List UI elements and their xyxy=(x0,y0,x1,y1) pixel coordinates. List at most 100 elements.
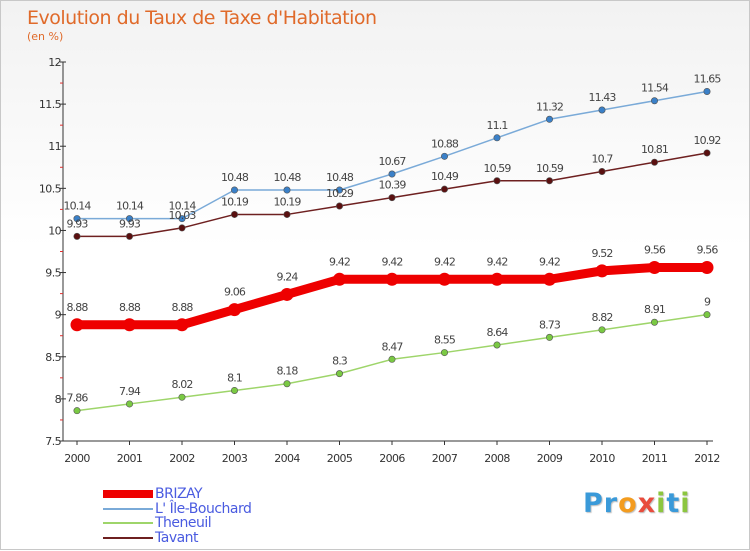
series-point-0 xyxy=(385,272,399,286)
series-point-0 xyxy=(648,261,661,275)
data-label-0: 9.24 xyxy=(277,270,299,283)
x-tick-label: 2007 xyxy=(432,452,458,465)
data-label-1: 11.54 xyxy=(641,82,669,95)
data-label-3: 10.59 xyxy=(484,162,512,175)
data-label-2: 8.82 xyxy=(592,311,613,324)
x-tick-label: 2010 xyxy=(589,452,615,465)
x-tick-label: 2011 xyxy=(642,452,668,465)
legend-label-3: Tavant xyxy=(155,529,199,546)
data-label-1: 11.1 xyxy=(487,119,508,132)
series-point-0 xyxy=(123,318,136,332)
series-point-2 xyxy=(650,318,658,326)
legend-label-2: Theneuil xyxy=(155,515,212,531)
data-label-3: 10.19 xyxy=(274,195,302,208)
x-tick-label: 2001 xyxy=(117,452,143,465)
data-label-0: 9.42 xyxy=(434,255,455,268)
series-point-1 xyxy=(598,106,606,114)
data-label-3: 10.39 xyxy=(379,179,407,192)
data-label-1: 10.48 xyxy=(274,171,302,184)
data-label-1: 10.14 xyxy=(169,200,197,213)
data-label-3: 10.19 xyxy=(221,195,249,208)
data-label-1: 11.32 xyxy=(536,100,563,113)
series-point-2 xyxy=(703,311,711,319)
series-point-3 xyxy=(178,224,186,232)
data-label-3: 10.49 xyxy=(431,170,459,183)
series-point-1 xyxy=(388,170,396,178)
y-tick-label: 9.5 xyxy=(45,267,61,280)
data-label-2: 8.47 xyxy=(382,340,404,353)
data-label-0: 9.42 xyxy=(382,255,403,268)
data-label-3: 9.93 xyxy=(119,217,141,230)
legend-swatch-2 xyxy=(103,522,153,524)
series-point-1 xyxy=(178,215,186,223)
x-tick-label: 2009 xyxy=(537,452,563,465)
series-point-0 xyxy=(543,272,556,286)
y-tick-label: 8.5 xyxy=(45,351,61,364)
data-label-0: 9.56 xyxy=(644,244,666,257)
series-point-2 xyxy=(388,355,396,363)
chart-unit-label: (en %) xyxy=(27,30,64,43)
series-point-1 xyxy=(73,215,81,223)
legend-swatch-0 xyxy=(103,490,153,498)
data-label-2: 9 xyxy=(704,296,711,309)
series-point-2 xyxy=(440,349,448,357)
data-label-2: 8.73 xyxy=(539,318,561,331)
series-point-3 xyxy=(335,202,343,210)
x-tick-label: 2006 xyxy=(379,452,405,465)
data-label-0: 8.88 xyxy=(172,301,194,314)
data-label-0: 9.42 xyxy=(487,255,508,268)
data-label-2: 8.64 xyxy=(487,326,509,339)
series-point-1 xyxy=(335,186,343,194)
series-point-1 xyxy=(493,134,501,142)
legend-swatch-1 xyxy=(103,507,153,510)
data-label-0: 9.06 xyxy=(224,286,246,299)
y-tick-label: 11.5 xyxy=(39,98,62,111)
x-tick-label: 2004 xyxy=(274,452,300,465)
data-label-3: 10.59 xyxy=(536,162,564,175)
series-point-2 xyxy=(598,326,606,334)
x-tick-label: 2002 xyxy=(169,452,195,465)
y-tick-label: 7.5 xyxy=(45,435,61,448)
proxiti-logo: Proxiti xyxy=(583,488,691,519)
series-point-2 xyxy=(545,333,553,341)
series-point-3 xyxy=(231,210,239,218)
x-tick-label: 2005 xyxy=(327,452,353,465)
data-label-2: 7.94 xyxy=(119,385,141,398)
data-label-0: 8.88 xyxy=(119,301,141,314)
x-tick-label: 2003 xyxy=(222,452,248,465)
series-point-0 xyxy=(490,272,504,286)
data-label-1: 10.14 xyxy=(116,200,144,213)
series-point-0 xyxy=(70,318,84,332)
y-tick-label: 10 xyxy=(48,224,61,237)
data-label-2: 8.3 xyxy=(332,355,348,368)
data-label-1: 10.14 xyxy=(64,200,92,213)
y-tick-label: 12 xyxy=(48,56,61,69)
series-point-1 xyxy=(283,186,291,194)
series-point-1 xyxy=(703,87,711,95)
series-point-3 xyxy=(703,149,711,157)
data-label-1: 10.88 xyxy=(431,137,459,150)
data-label-3: 9.93 xyxy=(67,217,89,230)
series-point-2 xyxy=(283,380,291,388)
legend-swatch-3 xyxy=(103,536,153,539)
series-point-3 xyxy=(73,232,81,240)
legend-label-1: L' Île-Bouchard xyxy=(155,500,252,517)
series-point-0 xyxy=(228,303,241,317)
data-label-0: 9.52 xyxy=(592,247,613,260)
series-point-1 xyxy=(231,186,239,194)
series-point-2 xyxy=(178,393,186,401)
x-tick-label: 2008 xyxy=(484,452,510,465)
series-point-3 xyxy=(126,232,134,240)
data-label-3: 10.29 xyxy=(326,187,354,200)
data-label-1: 10.67 xyxy=(379,155,407,168)
series-point-1 xyxy=(545,115,553,123)
legend-label-0: BRIZAY xyxy=(155,486,203,502)
x-tick-label: 2012 xyxy=(694,452,720,465)
series-point-3 xyxy=(440,185,448,193)
series-point-1 xyxy=(650,97,658,105)
series-point-2 xyxy=(126,400,134,408)
series-point-2 xyxy=(73,407,81,415)
chart-title: Evolution du Taux de Taxe d'Habitation xyxy=(27,7,377,29)
